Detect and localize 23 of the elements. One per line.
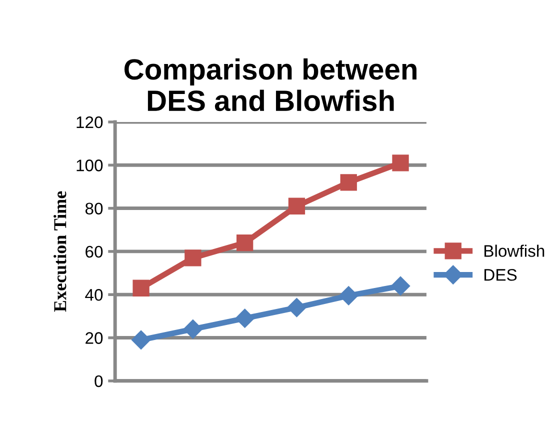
point	[339, 286, 358, 306]
point	[236, 234, 254, 252]
legend-label: Blowfish	[484, 244, 544, 257]
point	[184, 250, 202, 266]
y-tick-label: 20	[86, 332, 103, 344]
y-tick-label: 120	[76, 116, 103, 128]
point	[287, 298, 306, 318]
y-tick-label: 60	[86, 246, 103, 258]
point	[390, 276, 410, 296]
y-tick-label: 0	[94, 375, 103, 388]
y-axis-title: Execution Time	[54, 191, 66, 312]
point	[132, 280, 150, 296]
legend-label: DES	[484, 269, 517, 281]
y-tick-label: 40	[85, 289, 103, 301]
point	[235, 308, 254, 328]
point	[132, 330, 151, 350]
point	[183, 320, 202, 339]
point	[392, 154, 409, 172]
y-tick-label: 80	[85, 202, 103, 214]
point	[288, 198, 306, 214]
y-tick-label: 100	[76, 160, 103, 172]
point	[340, 174, 357, 191]
chart-title: Comparison between DES and Blowfish	[124, 58, 416, 112]
